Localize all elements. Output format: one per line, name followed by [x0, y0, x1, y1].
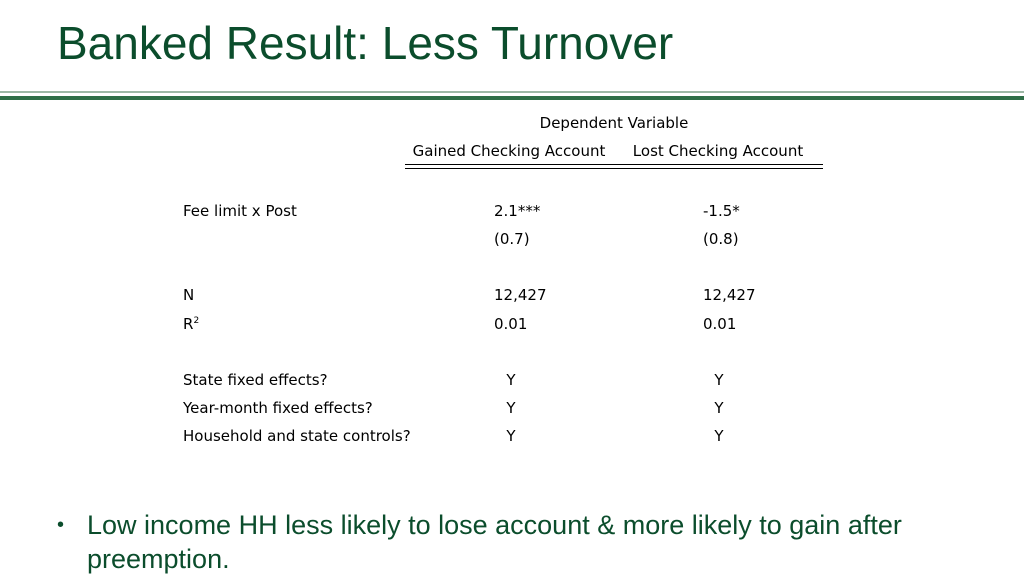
bullet-marker: •: [57, 514, 65, 536]
cell-controls-lost: Y: [714, 427, 724, 445]
table-header-dependent-variable: Dependent Variable: [539, 114, 689, 132]
regression-table: Dependent Variable Gained Checking Accou…: [183, 114, 823, 445]
slide-title: Banked Result: Less Turnover: [57, 17, 674, 69]
row-label-controls: Household and state controls?: [183, 427, 411, 445]
bullet-item: • Low income HH less likely to lose acco…: [57, 508, 997, 576]
row-label-n: N: [183, 286, 195, 304]
r-squared-superscript: 2: [193, 316, 200, 326]
table-header-rule-top: [405, 164, 823, 165]
cell-year-month-fe-lost: Y: [714, 399, 724, 417]
row-label-state-fe: State fixed effects?: [183, 371, 328, 389]
cell-state-fe-lost: Y: [714, 371, 724, 389]
cell-n-gained: 12,427: [494, 286, 547, 304]
cell-n-lost: 12,427: [703, 286, 756, 304]
cell-state-fe-gained: Y: [506, 371, 516, 389]
column-header-lost: Lost Checking Account: [632, 142, 804, 160]
cell-se-gained: (0.7): [494, 230, 530, 248]
cell-r2-lost: 0.01: [703, 315, 737, 333]
cell-year-month-fe-gained: Y: [506, 399, 516, 417]
title-divider-thick: [0, 96, 1024, 100]
table-header-rule-bottom: [405, 168, 823, 169]
cell-fee-limit-lost: -1.5*: [703, 202, 740, 220]
cell-r2-gained: 0.01: [494, 315, 528, 333]
bullet-text: Low income HH less likely to lose accoun…: [87, 510, 902, 574]
cell-se-lost: (0.8): [703, 230, 739, 248]
cell-fee-limit-gained: 2.1***: [494, 202, 541, 220]
row-label-r-squared: R2: [183, 315, 199, 333]
title-divider-thin: [0, 91, 1024, 93]
r-squared-base: R: [183, 315, 194, 333]
column-header-gained: Gained Checking Account: [412, 142, 606, 160]
row-label-year-month-fe: Year-month fixed effects?: [183, 399, 373, 417]
cell-controls-gained: Y: [506, 427, 516, 445]
row-label-fee-limit-x-post: Fee limit x Post: [183, 202, 297, 220]
